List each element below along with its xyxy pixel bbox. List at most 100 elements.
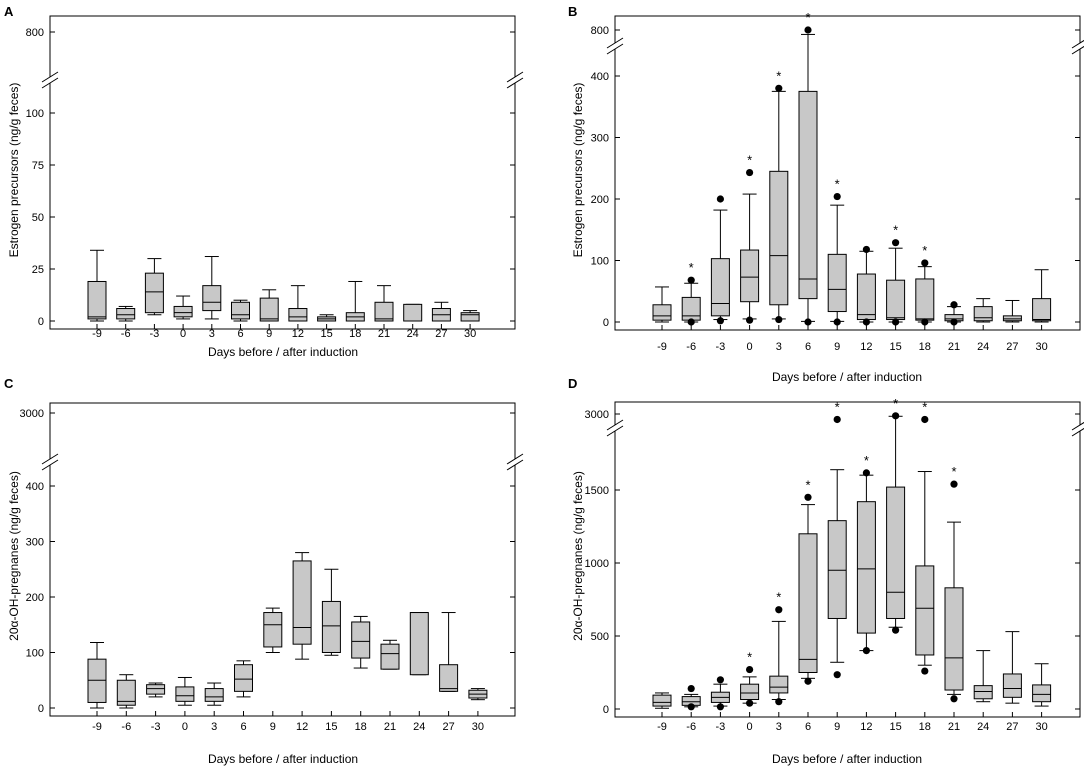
- outlier-point: [950, 318, 958, 326]
- box-body: [234, 664, 253, 692]
- x-tick-label: 21: [384, 721, 396, 733]
- box-body: [202, 285, 222, 312]
- x-tick-label: 0: [747, 721, 753, 733]
- axis-break-mark-left: [606, 425, 624, 437]
- x-tick-label: 18: [355, 721, 367, 733]
- box-12: [292, 552, 312, 660]
- outlier-point: [892, 239, 900, 247]
- box-body: [798, 90, 818, 300]
- box-24: [973, 298, 993, 323]
- y-tick-label: 0: [603, 317, 609, 329]
- axis-break-mark-right: [1071, 45, 1084, 55]
- box-3: [204, 682, 224, 706]
- outlier-point: [833, 318, 841, 326]
- significance-star: *: [893, 396, 898, 411]
- box-21: [380, 639, 400, 670]
- y-tick-label: 300: [26, 537, 44, 549]
- x-tick-label: -9: [657, 341, 667, 353]
- outlier-point: [862, 245, 871, 254]
- y-tick-label: 50: [32, 212, 44, 224]
- y-tick-label: 800: [26, 27, 44, 39]
- x-tick-label: 6: [805, 341, 811, 353]
- x-tick-label: 30: [1035, 721, 1047, 733]
- box-21: [944, 301, 964, 326]
- box-body: [915, 278, 935, 321]
- panel-letter: A: [4, 4, 14, 19]
- y-axis-label: Estrogen precursors (ng/g feces): [571, 83, 585, 258]
- axis-break-mark-left: [41, 459, 59, 471]
- outlier-point: [862, 647, 871, 655]
- x-tick-label: 27: [1006, 341, 1018, 353]
- outlier-point: [687, 703, 695, 711]
- y-tick-label: 300: [591, 133, 609, 145]
- x-tick-label: 9: [834, 341, 840, 353]
- box-body: [681, 296, 701, 321]
- box-body: [460, 312, 480, 322]
- x-tick-label: -3: [150, 328, 160, 340]
- box-body: [351, 621, 371, 659]
- outlier-point: [687, 276, 695, 284]
- outlier-point: [862, 318, 871, 326]
- x-tick-label: -3: [151, 721, 161, 733]
- outlier-point: [921, 667, 929, 675]
- y-tick-label: 200: [26, 592, 44, 604]
- box-body: [944, 587, 964, 691]
- panel-A: A 0 25 50 75 100 800 Days before / after induct…: [4, 4, 524, 359]
- axis-break-gap-left: [42, 77, 58, 83]
- outlier-point: [950, 480, 958, 488]
- box--3: [710, 195, 730, 325]
- x-axis-label: Days before / after induction: [208, 345, 358, 359]
- y-tick-label: 25: [32, 264, 44, 276]
- outlier-point: [804, 26, 812, 34]
- outlier-point: [687, 318, 695, 326]
- box-body: [827, 520, 847, 619]
- box-30: [1032, 269, 1052, 323]
- box-24: [973, 650, 993, 703]
- box-body: [87, 280, 107, 320]
- x-tick-label: -6: [686, 341, 696, 353]
- x-tick-label: 3: [209, 328, 215, 340]
- box-body: [173, 305, 193, 318]
- outlier-point: [746, 665, 754, 674]
- box-body: [403, 303, 423, 322]
- box-27: [431, 301, 451, 322]
- box-0: [175, 676, 195, 706]
- x-tick-label: -9: [92, 328, 102, 340]
- box-body: [769, 675, 789, 694]
- box-body: [856, 273, 876, 321]
- plot-frame: [49, 15, 516, 330]
- box--6: [116, 305, 136, 322]
- y-tick-label: 400: [591, 71, 609, 83]
- x-tick-label: 15: [889, 721, 901, 733]
- x-tick-label: -9: [92, 721, 102, 733]
- outlier-point: [833, 192, 841, 201]
- box-body: [116, 308, 136, 320]
- box-3: *: [769, 590, 789, 706]
- outlier-point: [804, 318, 812, 326]
- box--6: [116, 674, 136, 709]
- outlier-point: [716, 703, 725, 711]
- outlier-point: [716, 676, 725, 684]
- x-tick-label: -3: [716, 341, 726, 353]
- plot-frame: [614, 401, 1081, 718]
- axis-break-gap-left: [607, 43, 623, 49]
- outlier-point: [862, 469, 871, 477]
- axis-break-mark-left: [606, 43, 624, 55]
- box-body: [259, 297, 279, 322]
- x-tick-label: 24: [977, 341, 989, 353]
- y-tick-label: 1000: [585, 558, 609, 570]
- box-30: [460, 310, 480, 322]
- box-body: [740, 683, 760, 701]
- x-tick-label: 6: [237, 328, 243, 340]
- outlier-point: [892, 626, 900, 634]
- box-body: [1032, 684, 1052, 703]
- x-tick-label: 15: [889, 341, 901, 353]
- panel-letter: C: [4, 376, 14, 391]
- x-tick-label: -6: [121, 721, 131, 733]
- x-tick-label: 18: [349, 328, 361, 340]
- box-body: [116, 679, 136, 706]
- x-tick-label: 0: [180, 328, 186, 340]
- box-0: *: [740, 153, 760, 324]
- box-30: [1032, 663, 1052, 707]
